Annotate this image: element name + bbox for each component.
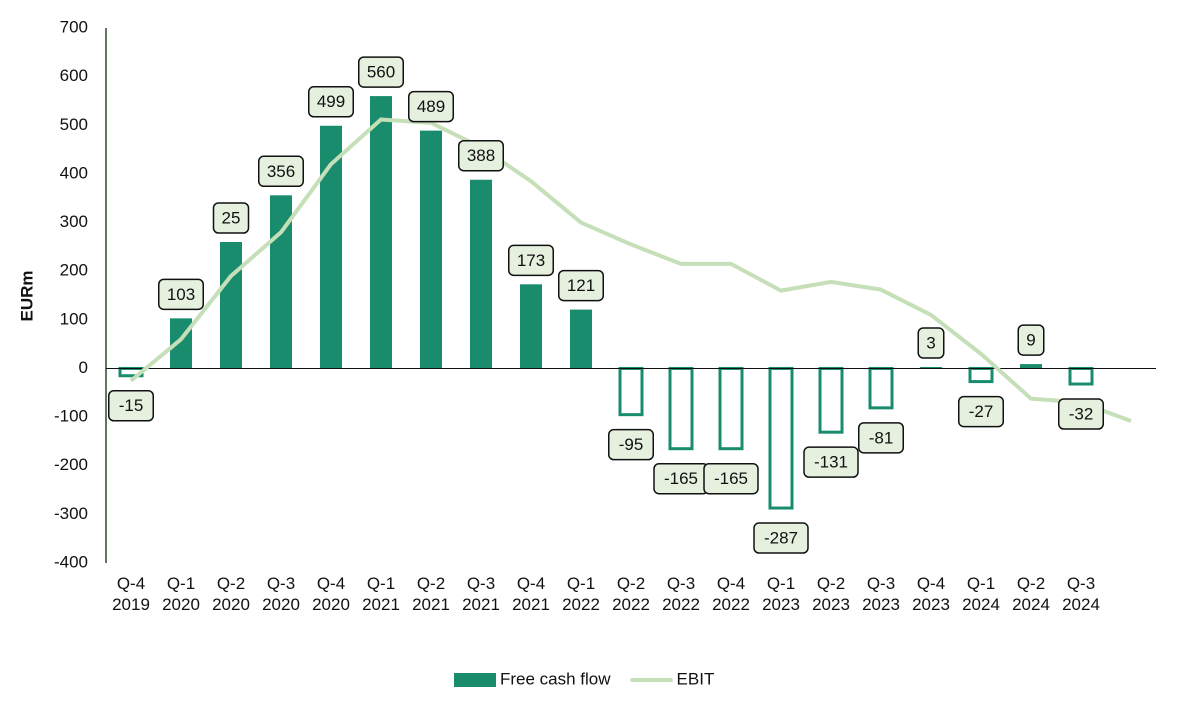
data-label-box [703, 462, 759, 495]
y-tick-label: 600 [60, 66, 88, 85]
y-tick-label: -100 [54, 407, 88, 426]
x-tick-label: Q-3 2022 [662, 574, 700, 614]
data-label-box [158, 278, 204, 311]
bar [818, 366, 844, 434]
data-label: -27 [969, 402, 994, 421]
bar [570, 309, 592, 369]
data-label: 121 [567, 276, 595, 295]
y-tick-label: -300 [54, 504, 88, 523]
x-tick-label: Q-3 2024 [1062, 574, 1100, 614]
x-tick-label: Q-2 2024 [1012, 574, 1050, 614]
data-label-box [1017, 324, 1045, 356]
bar [768, 366, 794, 510]
data-label: 499 [317, 92, 345, 111]
x-tick-label: Q-2 2023 [812, 574, 850, 614]
data-label: -32 [1069, 405, 1094, 424]
data-label-box [458, 139, 504, 172]
data-label: -131 [814, 453, 848, 472]
y-tick-label: 200 [60, 261, 88, 280]
data-label: 489 [417, 97, 445, 116]
x-tick-label: Q-3 2021 [462, 574, 500, 614]
data-label: -15 [119, 396, 144, 415]
y-tick-label: 300 [60, 212, 88, 231]
data-label-box [917, 327, 945, 359]
y-tick-label: 500 [60, 115, 88, 134]
data-label: -95 [619, 435, 644, 454]
y-tick-label: 0 [79, 358, 88, 377]
data-label: 25 [222, 208, 241, 227]
data-label-box [508, 244, 554, 277]
y-tick-label: 700 [60, 17, 88, 36]
y-tick-label: -400 [54, 552, 88, 571]
data-label-box [308, 86, 354, 118]
bar [320, 125, 342, 369]
x-tick-label: Q-3 2023 [862, 574, 900, 614]
x-tick-label: Q-2 2022 [612, 574, 650, 614]
data-label-box [408, 90, 454, 123]
y-tick-label: -200 [54, 455, 88, 474]
data-label-box [753, 522, 809, 554]
legend-swatch [454, 673, 496, 687]
legend-label: Free cash flow [500, 669, 611, 688]
x-tick-label: Q-4 2021 [512, 574, 550, 614]
y-axis-label: EURm [17, 270, 36, 321]
bar [968, 366, 994, 384]
data-label-box [358, 56, 404, 88]
data-label: -165 [714, 469, 748, 488]
data-label-box [1058, 398, 1104, 430]
data-label: -81 [869, 428, 894, 447]
y-tick-label: 100 [60, 309, 88, 328]
data-label-box [608, 428, 654, 461]
x-tick-label: Q-4 2023 [912, 574, 950, 614]
bar [520, 284, 542, 369]
x-tick-label: Q-1 2021 [362, 574, 400, 614]
bar [1020, 364, 1042, 369]
data-label: 3 [926, 333, 935, 352]
data-label: 173 [517, 251, 545, 270]
x-tick-label: Q-2 2021 [412, 574, 450, 614]
data-label-box [558, 269, 604, 302]
y-tick-label: 400 [60, 163, 88, 182]
data-label: 388 [467, 146, 495, 165]
bar [220, 242, 242, 369]
bar [370, 96, 392, 369]
data-label-box [858, 422, 904, 454]
x-tick-label: Q-3 2020 [262, 574, 300, 614]
bar [618, 366, 644, 417]
x-tick-label: Q-1 2023 [762, 574, 800, 614]
legend-label: EBIT [677, 669, 715, 688]
data-label-box [108, 390, 154, 422]
data-label: 103 [167, 285, 195, 304]
data-label: 356 [267, 162, 295, 181]
bar [470, 179, 492, 369]
bar [868, 366, 894, 410]
x-tick-label: Q-1 2024 [962, 574, 1000, 614]
x-tick-label: Q-4 2022 [712, 574, 750, 614]
bar [420, 130, 442, 369]
data-label: 9 [1026, 331, 1035, 350]
x-tick-label: Q-1 2022 [562, 574, 600, 614]
data-label: -287 [764, 529, 798, 548]
x-tick-label: Q-4 2020 [312, 574, 350, 614]
line [129, 117, 1132, 423]
bar [1068, 366, 1094, 386]
x-tick-label: Q-1 2020 [162, 574, 200, 614]
x-tick-label: Q-4 2019 [112, 574, 150, 614]
data-label-box [212, 202, 250, 234]
data-label: -165 [664, 469, 698, 488]
bar [718, 366, 744, 451]
data-label-box [258, 155, 304, 188]
data-label-box [958, 395, 1004, 428]
data-label: 560 [367, 63, 395, 82]
data-label-box [803, 446, 859, 478]
bar [920, 366, 942, 369]
bar [668, 366, 694, 451]
x-tick-label: Q-2 2020 [212, 574, 250, 614]
